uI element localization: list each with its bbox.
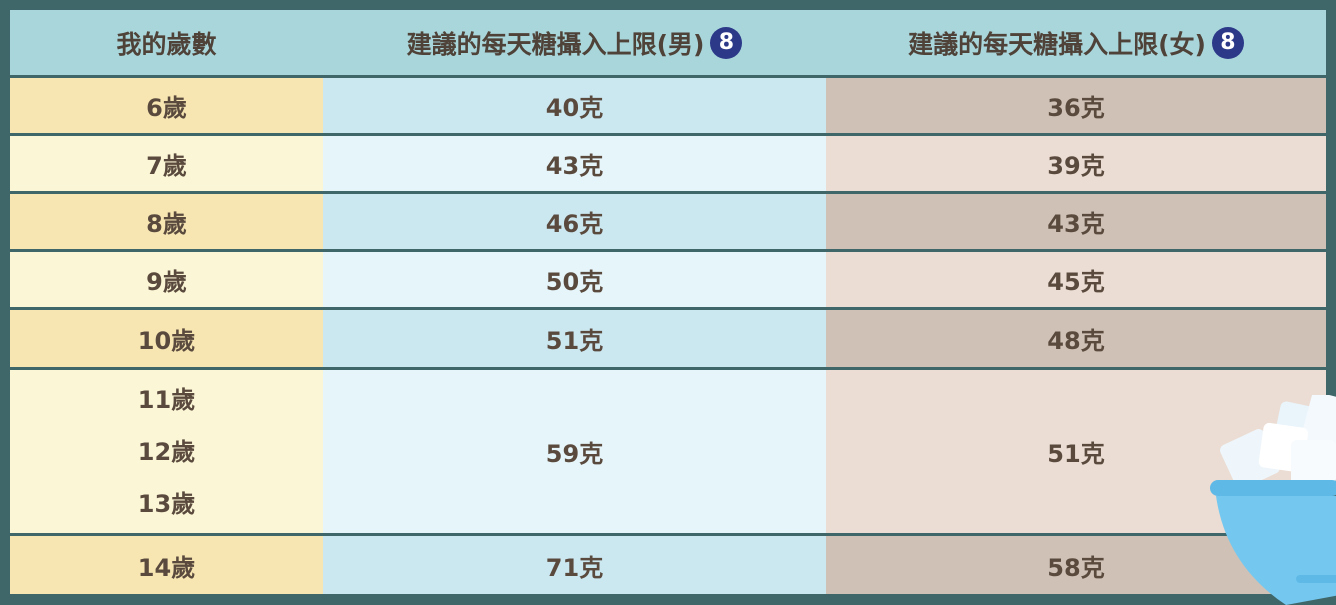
header-text: 建議的每天糖攝入上限(男)	[406, 29, 705, 59]
age-text: 8歲	[146, 210, 187, 238]
female-value: 43克	[1047, 210, 1105, 238]
age-cell: 7歲	[10, 136, 323, 191]
male-value: 43克	[545, 152, 604, 180]
female-cell: 36克	[826, 78, 1326, 133]
age-cell: 9歲	[10, 252, 323, 307]
male-value: 51克	[545, 327, 604, 355]
age-cell: 11歲 12歲 13歲	[10, 370, 323, 533]
header-text: 建議的每天糖攝入上限(女)	[908, 29, 1206, 59]
male-cell: 40克	[323, 78, 826, 133]
age-text: 13歲	[137, 489, 196, 518]
male-cell: 59克	[323, 370, 826, 533]
female-value: 48克	[1047, 327, 1105, 355]
age-cell: 6歲	[10, 78, 323, 133]
sugar-bowl-illustration	[1210, 395, 1336, 605]
header-cell: 建議的每天糖攝入上限(女) 8	[826, 10, 1326, 75]
female-cell: 39克	[826, 136, 1326, 191]
male-cell: 46克	[323, 194, 826, 249]
header-cell: 建議的每天糖攝入上限(男) 8	[323, 10, 826, 75]
age-text: 14歲	[137, 553, 196, 582]
footnote-marker: 8	[1211, 26, 1244, 59]
female-cell: 43克	[826, 194, 1326, 249]
male-cell: 51克	[323, 310, 826, 367]
age-cell: 10歲	[10, 310, 323, 367]
age-cell: 14歲	[10, 536, 323, 594]
male-cell: 71克	[323, 536, 826, 594]
male-value: 50克	[545, 268, 604, 296]
female-value: 45克	[1047, 268, 1105, 296]
female-value: 51克	[1047, 440, 1105, 468]
female-value: 39克	[1047, 152, 1105, 180]
male-cell: 43克	[323, 136, 826, 191]
male-value: 59克	[545, 440, 604, 468]
age-text: 11歲	[137, 385, 196, 414]
age-cell: 8歲	[10, 194, 323, 249]
age-text: 12歲	[137, 437, 196, 466]
female-value: 58克	[1047, 553, 1105, 582]
female-value: 36克	[1047, 94, 1105, 122]
male-value: 40克	[545, 94, 604, 122]
age-text: 7歲	[146, 152, 187, 180]
male-cell: 50克	[323, 252, 826, 307]
age-text: 6歲	[146, 94, 187, 122]
table: 我的歲數 建議的每天糖攝入上限(男) 8 建議的每天糖攝入上限(女) 8 6歲 40克 36克…	[10, 10, 1326, 595]
age-text: 10歲	[137, 327, 196, 355]
header-cell: 我的歲數	[10, 10, 323, 75]
female-cell: 48克	[826, 310, 1326, 367]
male-value: 71克	[545, 553, 604, 582]
age-text: 9歲	[146, 268, 187, 296]
male-value: 46克	[545, 210, 604, 238]
footnote-marker: 8	[710, 26, 743, 59]
female-cell: 45克	[826, 252, 1326, 307]
header-text: 我的歲數	[116, 29, 217, 59]
